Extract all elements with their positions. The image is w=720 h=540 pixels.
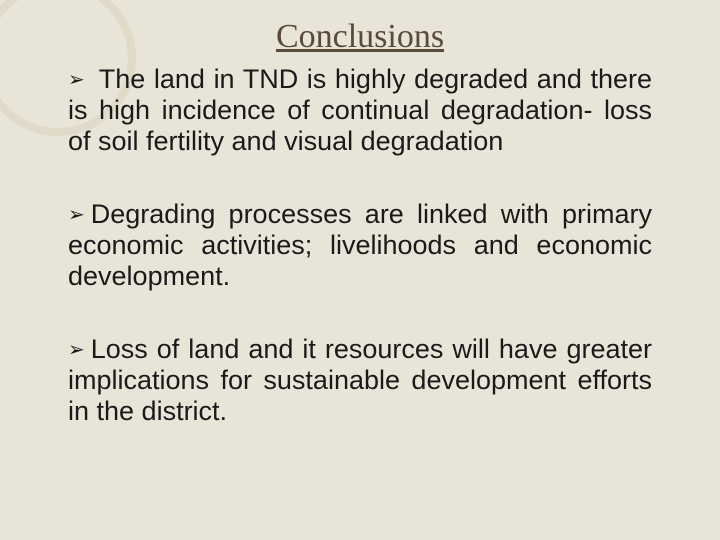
bullet-text: Loss of land and it resources will have … [68, 334, 652, 426]
bullet-item: ➢Loss of land and it resources will have… [68, 334, 652, 427]
bullet-item: ➢The land in TND is highly degraded and … [68, 64, 652, 157]
bullet-list: ➢The land in TND is highly degraded and … [50, 64, 670, 427]
bullet-item: ➢Degrading processes are linked with pri… [68, 199, 652, 292]
bullet-text: The land in TND is highly degraded and t… [68, 64, 652, 156]
bullet-text: Degrading processes are linked with prim… [68, 199, 652, 291]
slide-title: Conclusions [50, 18, 670, 56]
slide-container: Conclusions ➢The land in TND is highly d… [0, 0, 720, 540]
bullet-arrow-icon: ➢ [68, 204, 85, 227]
bullet-arrow-icon: ➢ [68, 339, 85, 362]
bullet-arrow-icon: ➢ [68, 69, 85, 92]
